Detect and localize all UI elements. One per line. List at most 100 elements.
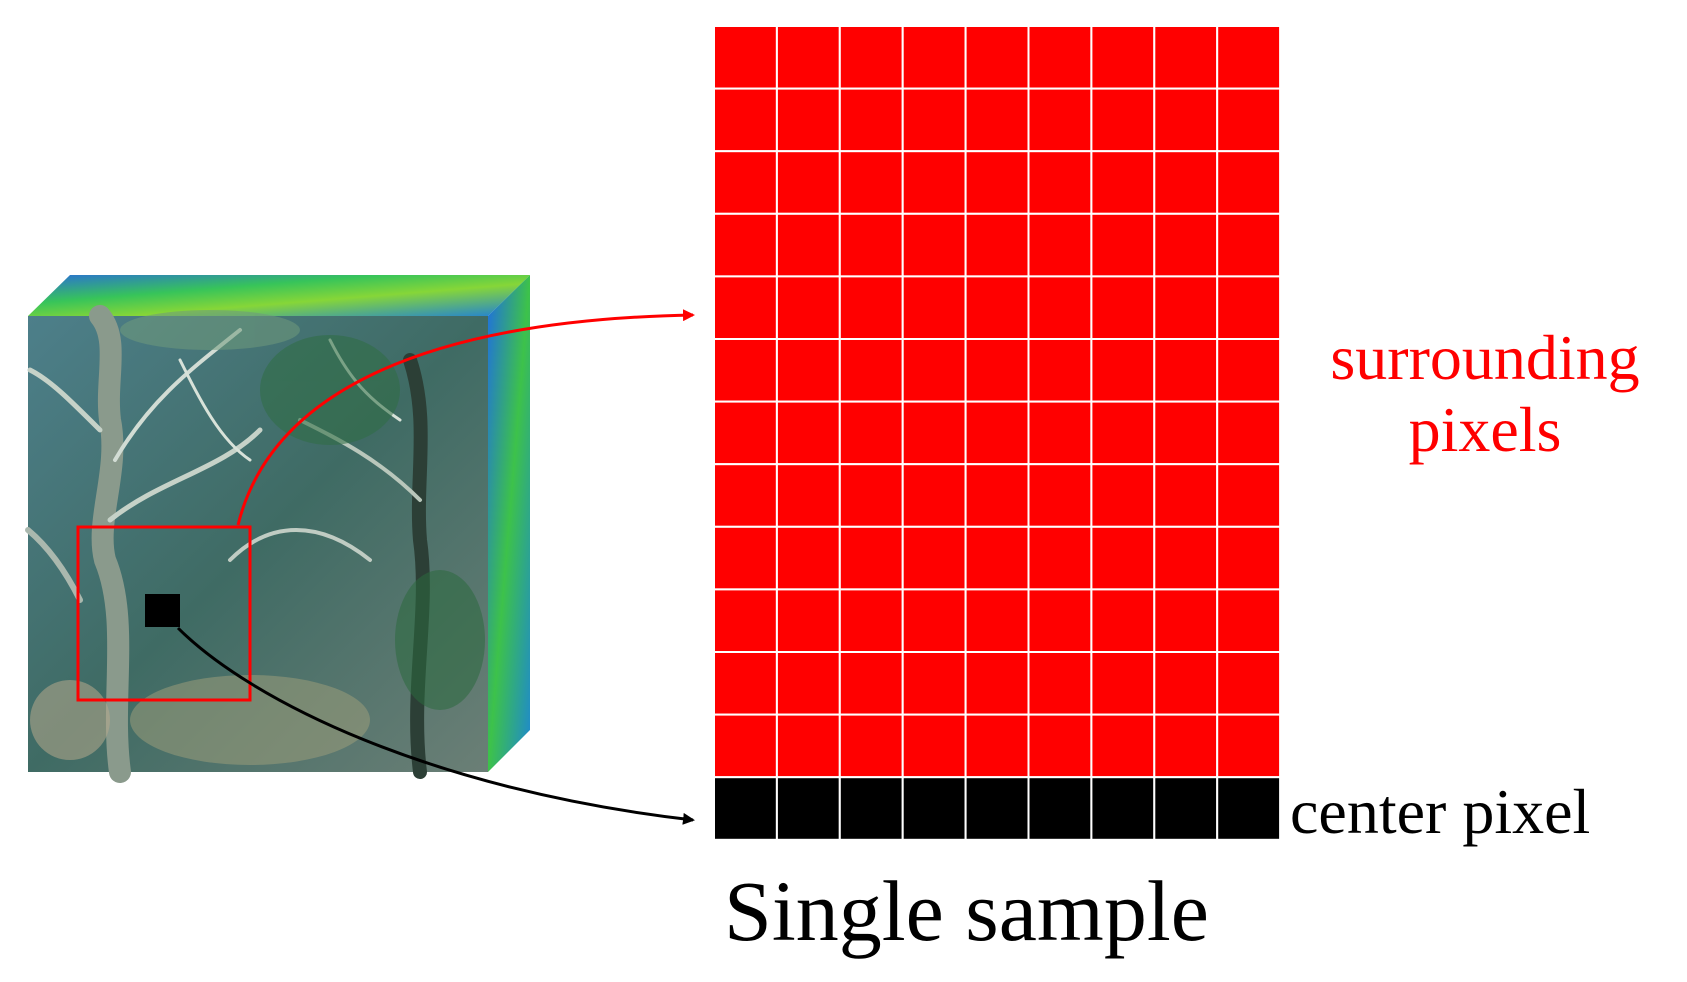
- center-pixel-cell: [1216, 776, 1282, 841]
- surrounding-pixel-cell: [713, 87, 778, 153]
- surrounding-pixel-cell: [1216, 400, 1282, 466]
- surrounding-pixel-cell: [838, 588, 904, 654]
- surrounding-pixel-cell: [1216, 25, 1282, 90]
- center-pixel-cell: [838, 776, 904, 841]
- surrounding-pixel-cell: [1216, 713, 1282, 779]
- surrounding-pixel-cell: [1153, 275, 1219, 340]
- surrounding-pixel-cell: [1153, 400, 1219, 466]
- surrounding-pixels-label: surrounding pixels: [1285, 326, 1685, 470]
- surrounding-pixel-cell: [838, 25, 904, 90]
- surrounding-pixel-cell: [775, 87, 841, 153]
- neighborhood-window-icon: [76, 525, 252, 702]
- surrounding-pixel-cell: [1027, 275, 1093, 340]
- surrounding-pixel-cell: [1027, 400, 1093, 466]
- surrounding-pixel-cell: [838, 651, 904, 716]
- surrounding-pixel-cell: [713, 713, 778, 779]
- surrounding-pixel-cell: [775, 588, 841, 654]
- surrounding-pixel-cell: [1216, 588, 1282, 654]
- center-pixel-cell: [1153, 776, 1219, 841]
- surrounding-pixel-cell: [901, 588, 967, 654]
- surrounding-pixel-cell: [1090, 400, 1156, 466]
- cube-top-face: [28, 275, 530, 316]
- surrounding-pixel-cell: [1153, 463, 1219, 528]
- surrounding-pixel-cell: [713, 212, 778, 278]
- surrounding-pixel-cell: [1027, 25, 1093, 90]
- surrounding-pixel-cell: [1153, 87, 1219, 153]
- surrounding-pixel-cell: [1216, 150, 1282, 215]
- surrounding-pixel-cell: [775, 400, 841, 466]
- surrounding-pixel-cell: [964, 463, 1030, 528]
- surrounding-pixel-cell: [964, 651, 1030, 716]
- surrounding-pixel-cell: [1027, 338, 1093, 403]
- surrounding-pixel-cell: [1153, 338, 1219, 403]
- surrounding-pixel-cell: [901, 651, 967, 716]
- surrounding-pixel-cell: [838, 338, 904, 403]
- red-arrow: [236, 309, 695, 526]
- surrounding-pixel-cell: [1216, 87, 1282, 153]
- surrounding-pixel-cell: [713, 400, 778, 466]
- single-sample-caption: Single sample: [724, 863, 1209, 959]
- surrounding-pixel-cell: [775, 275, 841, 340]
- surrounding-pixel-cell: [713, 651, 778, 716]
- surrounding-label-line2: pixels: [1408, 394, 1562, 465]
- surrounding-label-line1: surrounding: [1330, 322, 1640, 393]
- surrounding-pixel-cell: [838, 463, 904, 528]
- surrounding-pixel-cell: [1090, 25, 1156, 90]
- surrounding-pixel-cell: [713, 150, 778, 215]
- surrounding-pixel-cell: [1090, 212, 1156, 278]
- center-pixel-cell: [713, 776, 778, 841]
- surrounding-pixel-cell: [713, 463, 778, 528]
- surrounding-pixel-cell: [1027, 150, 1093, 215]
- surrounding-pixel-cell: [775, 651, 841, 716]
- surrounding-pixel-cell: [1216, 275, 1282, 340]
- surrounding-pixel-cell: [901, 25, 967, 90]
- surrounding-pixel-cell: [838, 150, 904, 215]
- surrounding-pixel-cell: [964, 713, 1030, 779]
- surrounding-pixel-cell: [964, 400, 1030, 466]
- surrounding-pixel-cell: [1090, 525, 1156, 591]
- surrounding-pixel-cell: [1216, 463, 1282, 528]
- surrounding-pixel-cell: [901, 87, 967, 153]
- surrounding-pixel-cell: [901, 275, 967, 340]
- center-pixel-cell: [901, 776, 967, 841]
- surrounding-pixel-cell: [901, 150, 967, 215]
- surrounding-pixel-cell: [1090, 651, 1156, 716]
- surrounding-pixel-cell: [1027, 87, 1093, 153]
- surrounding-pixel-cell: [1090, 150, 1156, 215]
- surrounding-pixel-cell: [1153, 651, 1219, 716]
- surrounding-pixel-cell: [713, 338, 778, 403]
- surrounding-pixel-cell: [1090, 338, 1156, 403]
- surrounding-pixel-cell: [1153, 25, 1219, 90]
- single-sample-grid: [713, 25, 1282, 841]
- surrounding-pixel-cell: [964, 338, 1030, 403]
- surrounding-pixel-cell: [713, 525, 778, 591]
- surrounding-pixel-cell: [901, 212, 967, 278]
- surrounding-pixel-cell: [838, 525, 904, 591]
- surrounding-pixel-cell: [964, 275, 1030, 340]
- surrounding-pixel-cell: [1216, 525, 1282, 591]
- surrounding-pixel-cell: [964, 87, 1030, 153]
- surrounding-pixel-cell: [901, 713, 967, 779]
- surrounding-pixel-cell: [1090, 87, 1156, 153]
- center-pixel-cell: [1090, 776, 1156, 841]
- surrounding-pixel-cell: [1090, 463, 1156, 528]
- center-pixel-label: center pixel: [1290, 776, 1591, 847]
- surrounding-pixel-cell: [1216, 212, 1282, 278]
- foliage-texture: [30, 310, 485, 765]
- surrounding-pixel-cell: [1153, 150, 1219, 215]
- surrounding-pixel-cell: [901, 338, 967, 403]
- surrounding-pixel-cell: [1027, 463, 1093, 528]
- surrounding-pixel-cell: [775, 463, 841, 528]
- surrounding-pixel-cell: [1027, 651, 1093, 716]
- surrounding-pixel-cell: [838, 87, 904, 153]
- center-pixel-cell: [775, 776, 841, 841]
- surrounding-pixel-cell: [1027, 212, 1093, 278]
- surrounding-pixel-cell: [713, 588, 778, 654]
- surrounding-pixel-cell: [964, 212, 1030, 278]
- center-pixel-cell: [964, 776, 1030, 841]
- surrounding-pixel-cell: [964, 525, 1030, 591]
- surrounding-pixel-cell: [1216, 651, 1282, 716]
- surrounding-pixel-cell: [1090, 275, 1156, 340]
- surrounding-pixel-cell: [964, 588, 1030, 654]
- surrounding-pixel-cell: [1027, 588, 1093, 654]
